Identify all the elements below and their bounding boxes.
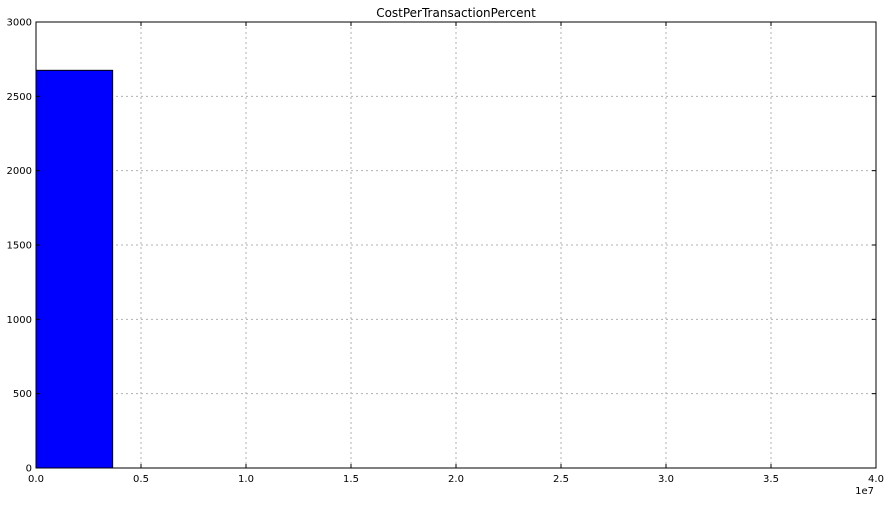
bars-layer [35,69,114,469]
chart-title: CostPerTransactionPercent [376,6,536,20]
x-tick-label: 0.5 [133,474,149,485]
x-tick-label: 3.0 [658,474,674,485]
y-tick-label: 1000 [7,315,32,326]
y-tick-label: 2500 [7,92,32,103]
y-tick-label: 3000 [7,18,32,29]
x-tick-label: 1.5 [343,474,359,485]
x-tick-label: 4.0 [868,474,884,485]
x-tick-label: 1.0 [238,474,254,485]
x-offset-label: 1e7 [855,486,874,497]
ticks-layer: 0.0 0.5 1.0 1.5 2.0 2.5 3.0 3.5 4.0 0 500 1000 1500 2… [7,18,884,486]
x-tick-label: 0.0 [28,474,44,485]
y-tick-label: 1500 [7,241,32,252]
y-tick-label: 2000 [7,166,32,177]
x-tick-label: 2.0 [448,474,464,485]
histogram-bar [35,69,114,469]
grid-layer [36,22,876,468]
y-tick-label: 500 [13,389,32,400]
x-tick-label: 2.5 [553,474,569,485]
x-tick-label: 3.5 [763,474,779,485]
y-tick-label: 0 [26,464,32,475]
